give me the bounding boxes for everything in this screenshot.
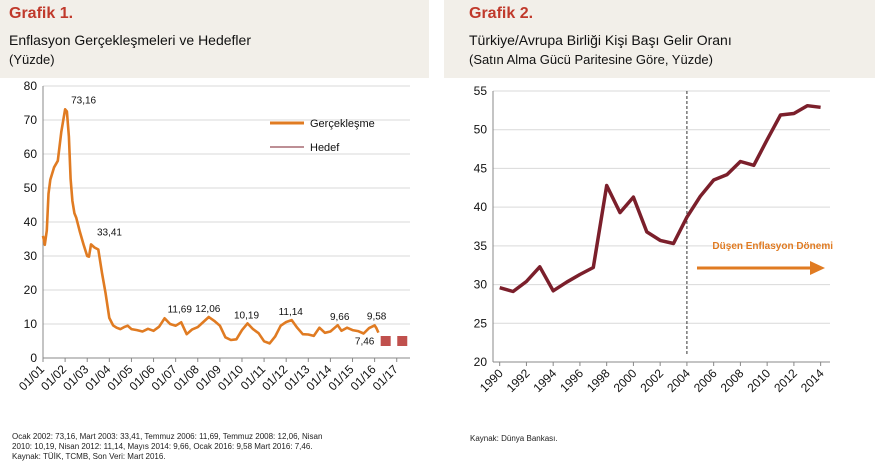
left-footnote: Ocak 2002: 73,16, Mart 2003: 33,41, Temm… xyxy=(12,432,322,462)
right-x-tick-label: 1994 xyxy=(531,366,560,395)
right-chart-title: Türkiye/Avrupa Birliği Kişi Başı Gelir O… xyxy=(469,32,732,48)
right-y-tick-label: 25 xyxy=(474,316,488,330)
left-y-tick-label: 40 xyxy=(24,215,38,229)
left-y-tick-label: 80 xyxy=(24,79,38,93)
left-data-label: 10,19 xyxy=(234,310,259,321)
left-data-label: 11,14 xyxy=(279,307,304,318)
left-y-tick-label: 20 xyxy=(24,283,38,297)
left-footnote-line-1: Ocak 2002: 73,16, Mart 2003: 33,41, Temm… xyxy=(12,432,323,441)
right-x-tick-label: 1998 xyxy=(584,366,613,395)
hedef-marker xyxy=(380,336,391,346)
right-x-tick-label: 2000 xyxy=(611,366,640,395)
left-chart-label: Grafik 1. xyxy=(9,5,74,22)
left-y-tick-label: 70 xyxy=(24,113,38,127)
right-x-tick-label: 2010 xyxy=(744,366,773,395)
right-footnote: Kaynak: Dünya Bankası. xyxy=(470,434,558,443)
right-x-tick-label: 2006 xyxy=(691,366,720,395)
legend-label-gerceklesme: Gerçekleşme xyxy=(310,118,375,130)
left-data-label: 7,46 xyxy=(355,337,375,348)
left-data-label: 73,16 xyxy=(71,95,96,106)
left-y-tick-label: 60 xyxy=(24,147,38,161)
right-y-tick-label: 20 xyxy=(474,355,488,369)
left-y-tick-label: 0 xyxy=(30,351,37,365)
left-footnote-line-2: 2010: 10,19, Nisan 2012: 11,14, Mayıs 20… xyxy=(12,442,313,451)
legend-label-hedef: Hedef xyxy=(310,142,340,154)
right-y-tick-label: 40 xyxy=(474,200,488,214)
right-y-tick-label: 35 xyxy=(474,239,488,253)
right-y-tick-label: 55 xyxy=(474,84,488,98)
right-y-tick-label: 30 xyxy=(474,278,488,292)
left-footnote-line-3: Kaynak: TÜİK, TCMB, Son Veri: Mart 2016. xyxy=(12,452,166,461)
series-line-gerceklesme xyxy=(41,108,380,345)
right-chart-label: Grafik 2. xyxy=(469,5,534,22)
left-x-tick-label: 01/17 xyxy=(370,362,401,393)
right-x-tick-label: 1990 xyxy=(477,366,506,395)
right-x-tick-label: 2008 xyxy=(718,366,747,395)
left-y-tick-label: 10 xyxy=(24,317,38,331)
right-x-tick-label: 2014 xyxy=(798,366,827,395)
series-line-ratio xyxy=(499,103,821,294)
period-annotation-label: Düşen Enflasyon Dönemi xyxy=(712,241,833,252)
left-y-tick-label: 50 xyxy=(24,181,38,195)
left-y-tick-label: 30 xyxy=(24,249,38,263)
right-x-tick-label: 2004 xyxy=(664,366,693,395)
right-panel-header xyxy=(444,0,875,78)
left-data-label: 11,69 xyxy=(168,304,193,315)
left-data-label: 9,58 xyxy=(367,311,387,322)
right-x-tick-label: 2012 xyxy=(771,366,800,395)
left-chart-subtitle: (Yüzde) xyxy=(9,52,55,67)
right-x-tick-label: 1996 xyxy=(557,366,586,395)
right-y-tick-label: 45 xyxy=(474,161,488,175)
left-data-label: 9,66 xyxy=(330,312,350,323)
period-arrow-head xyxy=(810,261,825,275)
left-data-label: 33,41 xyxy=(97,227,122,238)
hedef-marker xyxy=(397,336,408,346)
right-x-tick-label: 2002 xyxy=(638,366,667,395)
left-data-label: 12,06 xyxy=(195,304,220,315)
right-chart-subtitle: (Satın Alma Gücü Paritesine Göre, Yüzde) xyxy=(469,52,713,67)
left-chart-title: Enflasyon Gerçekleşmeleri ve Hedefler xyxy=(9,32,251,48)
right-x-tick-label: 1992 xyxy=(504,366,533,395)
right-y-tick-label: 50 xyxy=(474,123,488,137)
left-panel-header xyxy=(0,0,429,78)
